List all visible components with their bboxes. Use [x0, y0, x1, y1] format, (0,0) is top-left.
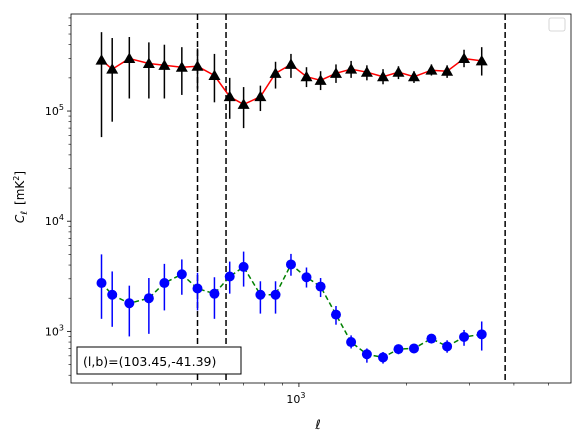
- data-point-circle: [315, 281, 326, 292]
- data-point-circle: [346, 337, 357, 348]
- data-point-triangle: [254, 90, 267, 102]
- data-point-circle: [270, 289, 281, 300]
- data-point-circle: [285, 259, 296, 270]
- data-point-triangle: [425, 64, 438, 75]
- annotation-box: [76, 346, 242, 375]
- y-label-subscript: ℓ: [20, 211, 30, 216]
- series-1: [95, 32, 488, 138]
- data-point-triangle: [208, 69, 221, 81]
- legend-box: [548, 17, 566, 32]
- data-point-circle: [378, 352, 389, 363]
- data-point-triangle: [475, 54, 488, 66]
- data-point-circle: [107, 289, 118, 300]
- data-point-circle: [408, 343, 419, 354]
- data-point-circle: [192, 283, 203, 294]
- data-point-triangle: [175, 61, 188, 72]
- svg-text:Cℓ[mK2]: Cℓ [mK2]: [12, 171, 30, 223]
- data-point-circle: [176, 269, 187, 280]
- data-point-circle: [426, 333, 437, 344]
- data-point-circle: [238, 261, 249, 272]
- data-point-circle: [124, 298, 135, 309]
- data-point-triangle: [392, 66, 405, 77]
- data-point-triangle: [142, 57, 155, 69]
- y-tick-label: 105: [45, 103, 64, 118]
- data-point-circle: [476, 329, 487, 340]
- plot-area-frame: [70, 13, 572, 384]
- data-point-circle: [442, 341, 453, 352]
- data-point-circle: [301, 272, 312, 283]
- data-point-circle: [361, 349, 372, 360]
- data-point-circle: [330, 309, 341, 320]
- y-label-unit-suffix: ]: [13, 171, 27, 176]
- data-point-triangle: [407, 70, 420, 82]
- data-point-triangle: [329, 67, 342, 78]
- data-point-circle: [96, 277, 107, 288]
- data-point-circle: [459, 331, 470, 342]
- y-label-unit-sup: 2: [12, 176, 21, 181]
- data-point-triangle: [458, 52, 471, 63]
- data-point-triangle: [95, 54, 108, 65]
- y-axis-label: Cℓ [mK2]: [12, 171, 30, 223]
- data-point-circle: [209, 288, 220, 299]
- data-point-triangle: [314, 74, 327, 85]
- y-label-unit-prefix: [mK: [13, 180, 27, 205]
- x-tick-label: 103: [286, 391, 305, 406]
- y-tick-label: 103: [45, 323, 64, 338]
- data-point-triangle: [345, 63, 358, 74]
- data-point-triangle: [377, 70, 390, 82]
- x-axis-label: ℓ: [314, 418, 320, 433]
- data-point-circle: [143, 293, 154, 304]
- data-point-triangle: [106, 63, 119, 74]
- plot-content: [95, 14, 506, 383]
- annotation: (l,b)=(103.45,-41.39): [76, 346, 242, 375]
- data-point-circle: [224, 271, 235, 282]
- y-label-symbol: C: [13, 214, 27, 223]
- data-point-triangle: [223, 90, 236, 102]
- series-line: [100, 263, 482, 359]
- data-point-triangle: [269, 67, 282, 78]
- data-point-triangle: [237, 98, 250, 109]
- data-point-circle: [393, 344, 404, 355]
- data-point-triangle: [123, 52, 136, 63]
- x-axis: 103: [111, 383, 549, 406]
- data-point-circle: [255, 289, 266, 300]
- data-point-triangle: [360, 66, 373, 77]
- data-point-triangle: [441, 65, 454, 76]
- data-point-triangle: [300, 70, 313, 82]
- series-2: [96, 251, 487, 364]
- data-point-circle: [159, 277, 170, 288]
- y-axis: 103 104 105: [45, 17, 71, 376]
- y-tick-label: 104: [45, 213, 64, 228]
- data-point-triangle: [191, 60, 204, 71]
- data-point-triangle: [158, 59, 171, 70]
- data-point-triangle: [284, 58, 297, 69]
- annotation-text: (l,b)=(103.45,-41.39): [83, 354, 216, 369]
